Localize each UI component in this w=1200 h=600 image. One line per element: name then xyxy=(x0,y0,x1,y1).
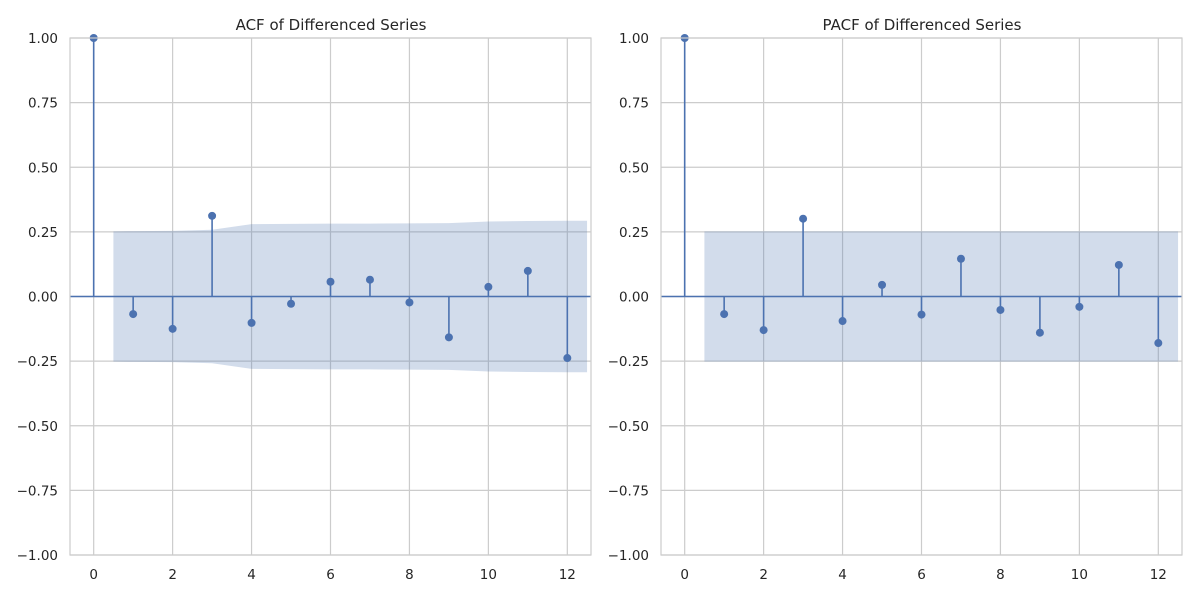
pacf-point-lag-11 xyxy=(1114,260,1123,269)
pacf-point-lag-2 xyxy=(759,326,768,335)
acf-point-lag-1 xyxy=(129,310,138,319)
acf-stems xyxy=(89,34,572,363)
acf-xtick-label-6: 12 xyxy=(559,567,576,583)
pacf-point-lag-6 xyxy=(917,310,926,319)
acf-ytick-label-5: −0.25 xyxy=(17,354,58,370)
pacf-ytick-label-4: 0.00 xyxy=(619,290,649,306)
pacf-title: PACF of Differenced Series xyxy=(823,16,1022,34)
pacf-ytick-label-3: 0.25 xyxy=(619,225,649,241)
acf-ytick-label-8: −1.00 xyxy=(17,548,58,564)
acf-point-lag-12 xyxy=(563,354,572,363)
pacf-xtick-label-3: 6 xyxy=(917,567,926,583)
pacf-xtick-label-5: 10 xyxy=(1071,567,1088,583)
acf-ytick-label-0: 1.00 xyxy=(28,31,58,47)
acf-frame-rect xyxy=(69,37,592,556)
acf-ytick-label-1: 0.75 xyxy=(28,96,58,112)
acf-ytick-label-7: −0.75 xyxy=(17,483,58,499)
pacf-ytick-label-2: 0.50 xyxy=(619,160,649,176)
pacf-point-lag-7 xyxy=(956,254,965,263)
acf-title: ACF of Differenced Series xyxy=(236,16,427,34)
acf-x-ticks: 0 2 4 6 8 10 12 xyxy=(89,567,576,583)
pacf-axes-frame xyxy=(660,37,1183,556)
pacf-point-lag-12 xyxy=(1154,339,1163,348)
acf-y-ticks: 1.00 0.75 0.50 0.25 0.00 −0.25 −0.50 −0.75 −1.00 xyxy=(17,31,58,564)
acf-point-lag-5 xyxy=(287,299,296,308)
acf-point-lag-3 xyxy=(208,211,217,220)
acf-point-lag-7 xyxy=(365,275,374,284)
pacf-ytick-label-7: −0.75 xyxy=(608,483,649,499)
acf-panel: ACF of Differenced Series 1.00 0.75 0.50 0.… xyxy=(17,16,592,583)
acf-point-lag-4 xyxy=(247,318,256,327)
acf-point-lag-10 xyxy=(484,282,493,291)
pacf-xtick-label-4: 8 xyxy=(996,567,1005,583)
pacf-point-lag-9 xyxy=(1035,328,1044,337)
acf-xtick-label-0: 0 xyxy=(89,567,98,583)
pacf-ytick-label-8: −1.00 xyxy=(608,548,649,564)
acf-ytick-label-4: 0.00 xyxy=(28,290,58,306)
acf-point-lag-9 xyxy=(444,333,453,342)
acf-ytick-label-2: 0.50 xyxy=(28,160,58,176)
pacf-point-lag-3 xyxy=(799,214,808,223)
pacf-ytick-label-5: −0.25 xyxy=(608,354,649,370)
pacf-xtick-label-6: 12 xyxy=(1150,567,1167,583)
pacf-ytick-label-0: 1.00 xyxy=(619,31,649,47)
pacf-point-lag-1 xyxy=(720,310,729,319)
pacf-xtick-label-1: 2 xyxy=(759,567,768,583)
acf-xtick-label-2: 4 xyxy=(247,567,256,583)
pacf-point-lag-4 xyxy=(838,317,847,326)
pacf-ytick-label-6: −0.50 xyxy=(608,419,649,435)
acf-point-lag-6 xyxy=(326,277,335,286)
pacf-x-ticks: 0 2 4 6 8 10 12 xyxy=(680,567,1167,583)
acf-point-lag-2 xyxy=(168,324,177,333)
pacf-xtick-label-0: 0 xyxy=(680,567,689,583)
acf-ytick-label-6: −0.50 xyxy=(17,419,58,435)
acf-axes-frame xyxy=(69,37,592,556)
pacf-frame-rect xyxy=(660,37,1183,556)
pacf-panel: PACF of Differenced Series 1.00 0.75 0.50 0… xyxy=(608,16,1183,583)
pacf-point-lag-8 xyxy=(996,305,1005,314)
pacf-point-lag-5 xyxy=(878,280,887,289)
pacf-xtick-label-2: 4 xyxy=(838,567,847,583)
pacf-y-ticks: 1.00 0.75 0.50 0.25 0.00 −0.25 −0.50 −0.75 −1.00 xyxy=(608,31,649,564)
acf-xtick-label-4: 8 xyxy=(405,567,414,583)
acf-point-lag-8 xyxy=(405,298,414,307)
pacf-point-lag-10 xyxy=(1075,302,1084,311)
pacf-ytick-label-1: 0.75 xyxy=(619,96,649,112)
acf-point-lag-11 xyxy=(523,266,532,275)
acf-ytick-label-3: 0.25 xyxy=(28,225,58,241)
acf-xtick-label-5: 10 xyxy=(480,567,497,583)
acf-xtick-label-3: 6 xyxy=(326,567,335,583)
acf-xtick-label-1: 2 xyxy=(168,567,177,583)
